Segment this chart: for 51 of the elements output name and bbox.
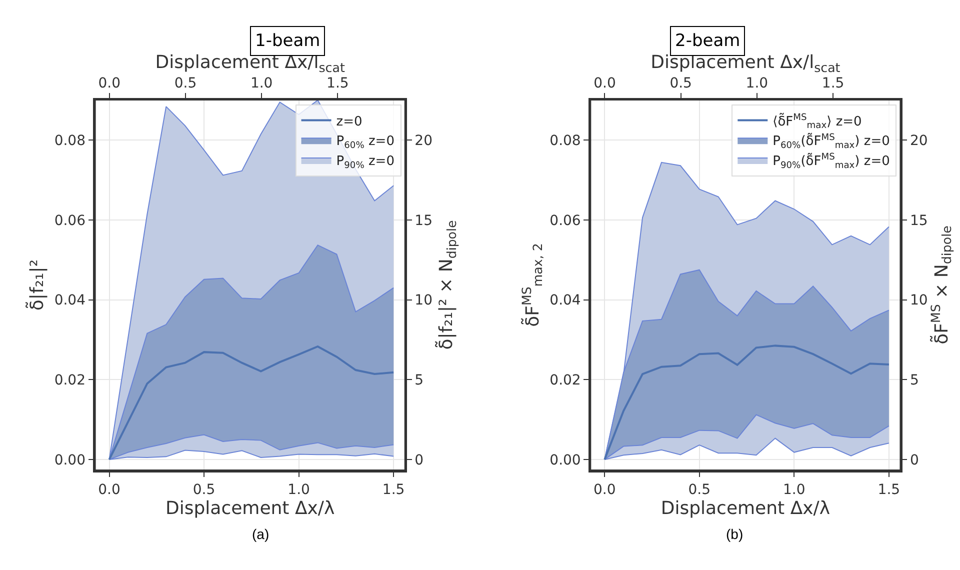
chart-title: 2-beam [675, 31, 740, 51]
y2-tick-label: 20 [414, 133, 432, 150]
y2-tick-label: 20 [910, 133, 928, 150]
y-axis-title: δ̃|f₂₁|² [26, 259, 48, 311]
x2-tick-label: 0.5 [174, 75, 197, 92]
x-tick-label: 1.5 [382, 482, 405, 498]
x2-tick-label: 0.0 [594, 75, 616, 92]
x-tick-label: 0.0 [593, 482, 616, 498]
legend-label: P$_{60%}$ z=0 [336, 134, 394, 151]
x-tick-label: 0.0 [98, 482, 120, 498]
chart-title: 1-beam [255, 31, 320, 51]
y-tick-label: 0.08 [550, 132, 581, 149]
x-tick-label: 0.5 [688, 482, 711, 498]
x2-tick-label: 1.5 [822, 75, 844, 92]
y2-tick-label: 10 [414, 292, 432, 309]
y-tick-label: 0.06 [54, 212, 86, 229]
x-tick-label: 1.5 [878, 482, 900, 498]
x2-tick-label: 0.0 [98, 75, 120, 92]
x2-tick-label: 1.5 [326, 75, 349, 92]
y2-tick-label: 15 [414, 212, 432, 229]
y2-tick-label: 0 [414, 452, 424, 468]
x-axis-title: Displacement Δx/λ [660, 498, 830, 519]
x2-tick-label: 1.0 [746, 75, 768, 92]
y-tick-label: 0.06 [550, 212, 581, 229]
legend-label: P$_{90%}$ z=0 [336, 154, 394, 171]
y2-tick-label: 5 [414, 372, 424, 389]
y2-tick-label: 5 [910, 372, 919, 389]
text: (a) [252, 526, 270, 542]
y-tick-label: 0.02 [550, 372, 581, 389]
x2-tick-label: 0.5 [670, 75, 692, 92]
x2-axis-title: Displacement Δx/l$_{scat}$ [650, 52, 840, 75]
x-tick-label: 1.0 [288, 482, 310, 498]
y-tick-label: 0.00 [54, 452, 86, 468]
y2-tick-label: 10 [910, 292, 928, 309]
legend-label: ⟨δ̃F$^{MS}$$_{max}$⟩ z=0 [772, 112, 862, 132]
x-tick-label: 0.5 [192, 482, 216, 498]
legend-label: z=0 [336, 114, 362, 130]
y-tick-label: 0.04 [54, 292, 86, 309]
y2-tick-label: 15 [910, 212, 928, 229]
x-axis-title: Displacement Δx/λ [166, 498, 335, 519]
x2-axis-title: Displacement Δx/l$_{scat}$ [155, 52, 345, 75]
x2-tick-label: 1.0 [250, 75, 273, 92]
y-tick-label: 0.02 [54, 372, 86, 389]
legend-label: P$_{90%}$(δ̃F$^{MS}$$_{max}$) z=0 [772, 152, 890, 171]
y2-tick-label: 0 [910, 452, 919, 468]
y-tick-label: 0.00 [550, 452, 581, 468]
y-tick-label: 0.04 [550, 292, 581, 309]
y-tick-label: 0.08 [54, 132, 86, 149]
x-tick-label: 1.0 [783, 482, 806, 498]
text: (b) [726, 526, 744, 542]
legend-label: P$_{60%}$(δ̃F$^{MS}$$_{max}$) z=0 [772, 132, 890, 151]
